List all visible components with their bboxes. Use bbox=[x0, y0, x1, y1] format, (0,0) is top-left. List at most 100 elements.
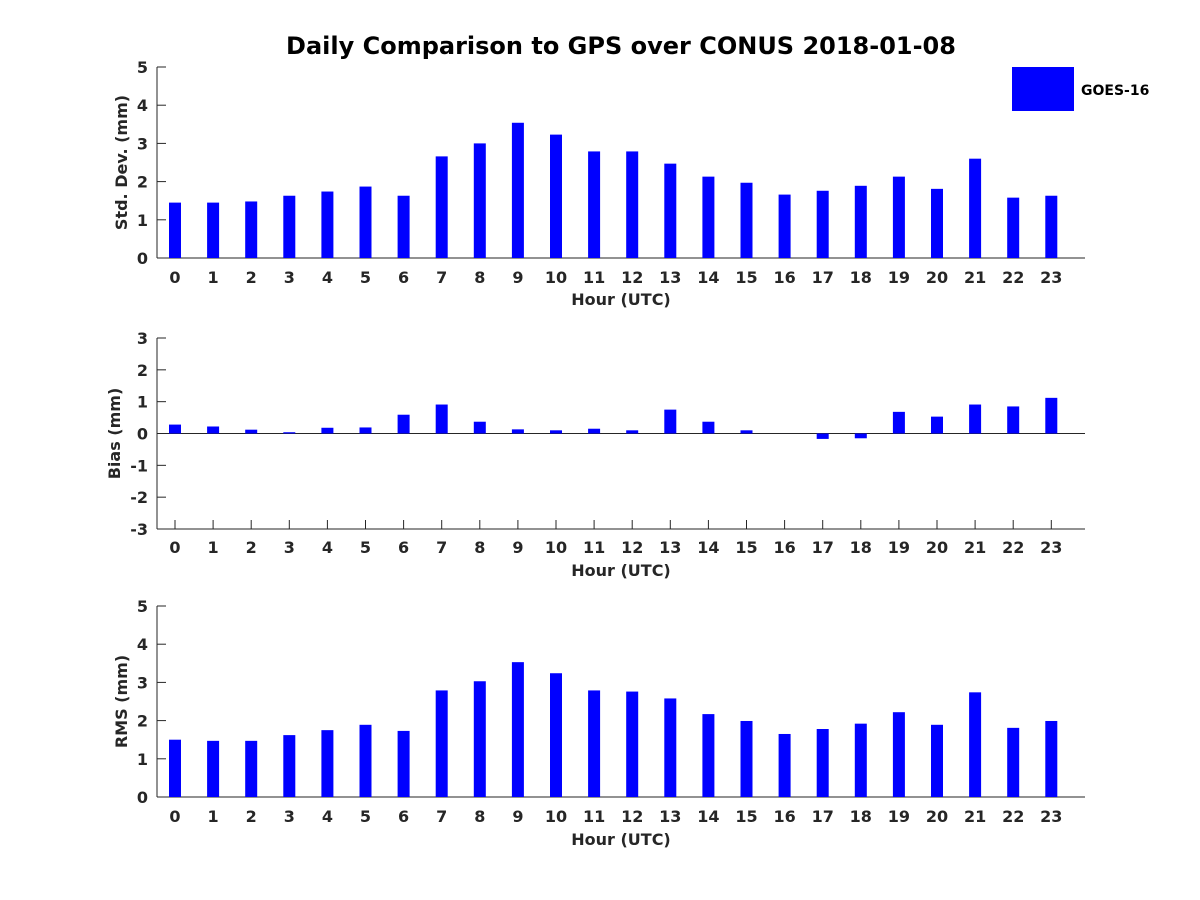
bar bbox=[397, 195, 410, 258]
bar bbox=[283, 195, 296, 258]
x-tick-label: 21 bbox=[964, 538, 986, 557]
y-axis-label: Bias (mm) bbox=[105, 388, 124, 480]
x-tick-label: 2 bbox=[246, 807, 257, 826]
bar bbox=[511, 122, 524, 258]
x-tick-label: 20 bbox=[926, 807, 948, 826]
bar bbox=[245, 201, 258, 258]
bar bbox=[169, 739, 181, 797]
bar bbox=[207, 426, 220, 434]
bar bbox=[321, 427, 334, 434]
x-tick-label: 2 bbox=[246, 268, 257, 287]
y-tick-label: 1 bbox=[137, 393, 148, 412]
bar bbox=[854, 723, 867, 797]
x-tick-label: 14 bbox=[697, 807, 719, 826]
x-tick-label: 8 bbox=[474, 807, 485, 826]
bar bbox=[550, 430, 562, 434]
legend-swatch bbox=[1012, 67, 1074, 111]
x-tick-label: 11 bbox=[583, 268, 605, 287]
bar bbox=[969, 404, 982, 434]
y-axis-label: RMS (mm) bbox=[112, 655, 131, 748]
x-tick-label: 8 bbox=[474, 538, 485, 557]
x-tick-label: 3 bbox=[284, 538, 295, 557]
bar bbox=[969, 158, 982, 258]
x-tick-label: 0 bbox=[169, 807, 180, 826]
x-tick-label: 12 bbox=[621, 807, 643, 826]
bar bbox=[359, 724, 372, 797]
bar bbox=[892, 712, 905, 797]
bar bbox=[321, 730, 334, 797]
y-tick-label: 0 bbox=[137, 249, 148, 268]
bar bbox=[359, 186, 372, 258]
bar bbox=[1007, 406, 1020, 434]
x-axis-label: Hour (UTC) bbox=[571, 290, 671, 309]
x-tick-label: 7 bbox=[436, 807, 447, 826]
bar bbox=[473, 421, 486, 434]
x-tick-label: 15 bbox=[735, 538, 757, 557]
x-tick-label: 15 bbox=[735, 807, 757, 826]
x-tick-label: 22 bbox=[1002, 538, 1024, 557]
bar bbox=[245, 740, 258, 797]
y-tick-label: 3 bbox=[137, 673, 148, 692]
bar bbox=[892, 176, 905, 258]
chart-title: Daily Comparison to GPS over CONUS 2018-… bbox=[286, 32, 956, 60]
legend-label: GOES-16 bbox=[1081, 83, 1149, 99]
y-tick-label: 1 bbox=[137, 211, 148, 230]
y-tick-label: 2 bbox=[137, 712, 148, 731]
x-tick-label: 21 bbox=[964, 268, 986, 287]
x-tick-label: 14 bbox=[697, 268, 719, 287]
x-tick-label: 7 bbox=[436, 538, 447, 557]
x-tick-label: 19 bbox=[888, 538, 910, 557]
bar bbox=[854, 185, 867, 258]
bar bbox=[473, 681, 486, 797]
y-tick-label: 1 bbox=[137, 750, 148, 769]
bar bbox=[550, 673, 562, 797]
bar bbox=[626, 151, 639, 258]
x-tick-label: 6 bbox=[398, 268, 409, 287]
bar bbox=[511, 429, 524, 434]
x-tick-label: 4 bbox=[322, 538, 333, 557]
x-axis-label: Hour (UTC) bbox=[571, 561, 671, 580]
x-tick-label: 0 bbox=[169, 538, 180, 557]
bar bbox=[626, 430, 639, 434]
y-axis-label: Std. Dev. (mm) bbox=[112, 95, 131, 230]
y-tick-label: 3 bbox=[137, 329, 148, 348]
x-tick-label: 3 bbox=[284, 807, 295, 826]
bar bbox=[1045, 720, 1058, 797]
bar bbox=[702, 421, 715, 434]
x-tick-label: 16 bbox=[773, 268, 795, 287]
bar bbox=[854, 433, 867, 439]
x-tick-label: 17 bbox=[812, 807, 834, 826]
x-tick-label: 5 bbox=[360, 538, 371, 557]
x-tick-label: 2 bbox=[246, 538, 257, 557]
bar bbox=[245, 429, 258, 434]
x-tick-label: 17 bbox=[812, 268, 834, 287]
x-tick-label: 18 bbox=[850, 538, 872, 557]
x-tick-label: 11 bbox=[583, 807, 605, 826]
x-tick-label: 9 bbox=[512, 807, 523, 826]
x-tick-label: 22 bbox=[1002, 807, 1024, 826]
bar bbox=[778, 733, 791, 797]
y-tick-label: 5 bbox=[137, 597, 148, 616]
bar bbox=[321, 191, 334, 258]
bar bbox=[702, 176, 715, 258]
y-tick-label: -3 bbox=[130, 520, 148, 539]
bar bbox=[169, 202, 181, 258]
y-tick-label: 2 bbox=[137, 173, 148, 192]
y-tick-label: 2 bbox=[137, 361, 148, 380]
x-tick-label: 18 bbox=[850, 807, 872, 826]
bar bbox=[816, 433, 829, 439]
x-tick-label: 20 bbox=[926, 538, 948, 557]
x-tick-label: 10 bbox=[545, 268, 567, 287]
x-tick-label: 5 bbox=[360, 807, 371, 826]
x-tick-label: 3 bbox=[284, 268, 295, 287]
y-tick-label: -1 bbox=[130, 456, 148, 475]
x-tick-label: 13 bbox=[659, 807, 681, 826]
bar bbox=[969, 692, 982, 797]
x-tick-label: 4 bbox=[322, 268, 333, 287]
bar bbox=[931, 188, 943, 258]
bar bbox=[169, 424, 181, 434]
y-tick-label: 5 bbox=[137, 58, 148, 77]
